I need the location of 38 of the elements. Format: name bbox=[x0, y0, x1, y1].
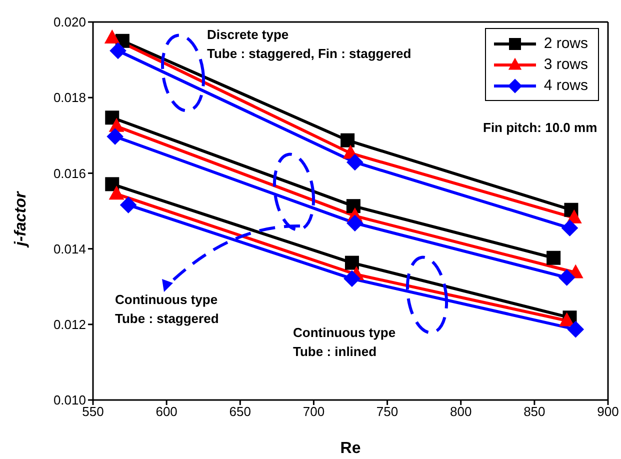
point bbox=[106, 128, 124, 145]
legend-label: 3 rows bbox=[544, 56, 588, 73]
annotation: Discrete type Tube : staggered, Fin : staggered bbox=[207, 26, 412, 63]
point bbox=[558, 269, 576, 286]
point bbox=[546, 250, 561, 265]
x-tick-label: 750 bbox=[376, 404, 398, 420]
legend-label: 4 rows bbox=[544, 77, 588, 94]
point bbox=[104, 29, 120, 44]
point bbox=[340, 133, 355, 148]
point bbox=[559, 312, 574, 326]
y-tick-label: 0.020 bbox=[53, 14, 86, 30]
annotation: Continuous type Tube : staggered bbox=[115, 291, 219, 328]
y-axis-title: j-factor bbox=[12, 191, 30, 248]
point bbox=[561, 220, 578, 236]
y-tick-label: 0.018 bbox=[53, 90, 86, 106]
point bbox=[346, 214, 364, 232]
point bbox=[344, 256, 359, 270]
x-tick-label: 700 bbox=[302, 404, 325, 420]
x-tick-label: 600 bbox=[156, 404, 178, 420]
point bbox=[108, 186, 124, 200]
annotation: Fin pitch: 10.0 mm bbox=[483, 119, 598, 137]
point bbox=[567, 320, 584, 338]
x-axis-title: Re bbox=[340, 440, 361, 457]
x-tick-label: 650 bbox=[229, 404, 251, 420]
x-tick-label: 800 bbox=[450, 404, 472, 420]
y-tick-label: 0.014 bbox=[53, 241, 86, 256]
legend-label: 2 rows bbox=[544, 35, 588, 52]
point bbox=[344, 270, 360, 288]
y-tick-label: 0.016 bbox=[53, 166, 86, 181]
annotation: Continuous type Tube : inlined bbox=[293, 324, 396, 361]
x-tick-label: 850 bbox=[524, 404, 546, 420]
point bbox=[346, 199, 360, 214]
point bbox=[346, 154, 364, 171]
x-tick-label: 900 bbox=[597, 404, 619, 420]
point bbox=[105, 177, 120, 192]
y-tick-label: 0.012 bbox=[53, 317, 86, 332]
point bbox=[120, 196, 137, 214]
point bbox=[110, 42, 126, 60]
